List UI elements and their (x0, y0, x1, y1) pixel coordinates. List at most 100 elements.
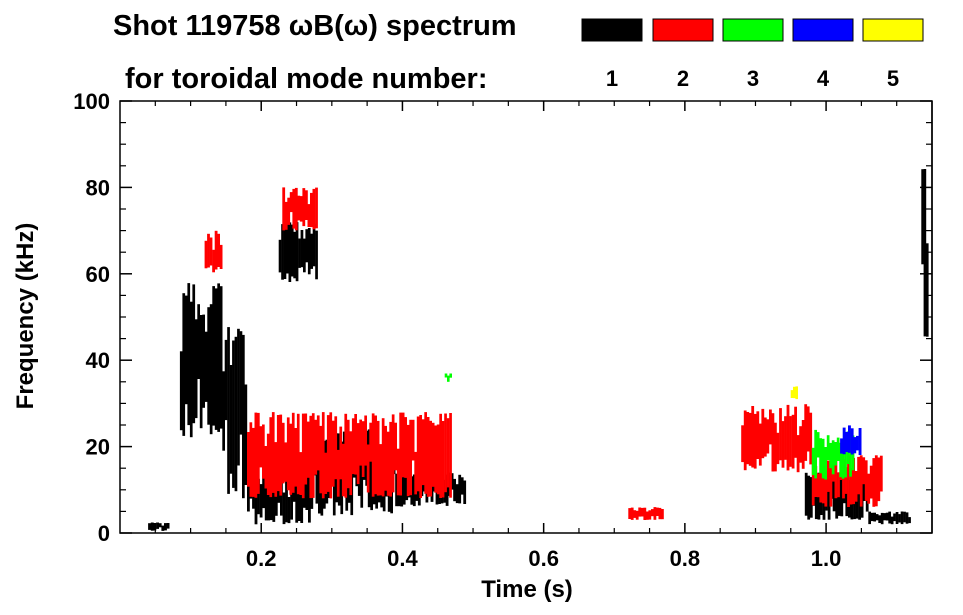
x-axis-label: Time (s) (481, 576, 573, 603)
mode-1-mark (254, 485, 258, 525)
mode-1-mark (312, 223, 316, 267)
mode-1-mark (288, 222, 292, 282)
mode-1-mark (267, 473, 271, 521)
y-tick-label: 80 (86, 175, 110, 200)
mode-2-mark (816, 473, 820, 498)
mode-1-mark (450, 473, 454, 490)
mode-1-mark (875, 514, 879, 521)
mode-2-mark (441, 421, 445, 498)
mode-1-mark (274, 478, 278, 516)
y-tick-label: 100 (73, 89, 110, 114)
mode-1-mark (898, 514, 901, 523)
mode-2-mark (264, 446, 268, 489)
mode-2-region (741, 404, 813, 473)
mode-1-mark (179, 351, 183, 431)
mode-2-mark (349, 431, 353, 496)
mode-1-mark (232, 340, 235, 488)
mode-2-mark (426, 417, 430, 497)
mode-2-mark (864, 460, 868, 501)
mode-2-mark (296, 413, 300, 495)
mode-2-mark (302, 188, 306, 227)
mode-1-mark (870, 512, 874, 522)
chart-title-line1: Shot 119758 ωB(ω) spectrum (113, 10, 517, 42)
mode-2-mark (266, 433, 270, 495)
legend-swatch-mode-3 (722, 18, 784, 42)
mode-1-mark (202, 314, 205, 408)
mode-2-mark (809, 412, 813, 465)
legend-label-mode-2: 2 (677, 66, 689, 91)
mode-2-mark (374, 415, 377, 495)
mode-2-region (282, 187, 318, 231)
mode-2-mark (310, 192, 313, 228)
mode-2-mark (844, 467, 848, 494)
mode-2-mark (756, 411, 760, 459)
mode-1-mark (455, 484, 459, 504)
mode-3-mark (814, 429, 817, 479)
mode-2-mark (329, 412, 333, 499)
mode-2-mark (341, 443, 345, 497)
mode-2-mark (294, 187, 298, 231)
mode-1-mark (247, 481, 250, 512)
mode-2-mark (869, 465, 873, 499)
mode-2-mark (872, 458, 876, 507)
mode-2-mark (299, 452, 303, 495)
mode-3-mark (834, 442, 837, 466)
mode-1-mark (405, 477, 409, 501)
mode-2-mark (321, 412, 325, 499)
mode-1-mark (307, 228, 311, 275)
legend-swatch-mode-5 (862, 18, 924, 42)
mode-2-mark (279, 414, 283, 496)
mode-2-mark (801, 420, 805, 469)
mode-1-mark (905, 512, 909, 524)
mode-3-mark (447, 375, 450, 382)
mode-1-mark (219, 286, 223, 429)
mode-1-mark (259, 484, 263, 518)
mode-1-mark (222, 371, 225, 451)
mode-1-mark (272, 476, 276, 522)
mode-3-mark (449, 373, 452, 378)
legend-swatch-mode-4 (792, 18, 854, 42)
mode-1-mark (315, 230, 318, 280)
mode-2-mark (284, 201, 288, 230)
mode-1-mark (280, 482, 283, 516)
mode-2-mark (449, 413, 452, 498)
mode-1-mark (300, 230, 304, 268)
mode-5-region (790, 386, 798, 400)
mode-2-mark (356, 423, 360, 485)
mode-1-mark (888, 511, 891, 524)
mode-2-mark (409, 419, 412, 496)
mode-1-mark (908, 517, 911, 524)
mode-2-mark (287, 197, 291, 225)
mode-2-mark (366, 444, 370, 493)
mode-2-mark (404, 417, 407, 478)
mode-2-mark (811, 456, 815, 506)
mode-5-mark (793, 386, 796, 399)
mode-1-mark (164, 523, 167, 531)
mode-1-mark (286, 223, 289, 274)
mode-1-mark (182, 293, 186, 436)
mode-2-mark (301, 413, 305, 499)
mode-2-mark (746, 412, 750, 465)
mode-2-region (204, 230, 223, 273)
mode-3-mark (831, 440, 835, 475)
mode-2-mark (421, 419, 425, 486)
mode-3-mark (824, 447, 827, 480)
mode-2-mark (837, 472, 840, 498)
mode-2-mark (361, 421, 365, 477)
mode-1-mark (209, 304, 213, 435)
mode-2-mark (761, 408, 765, 459)
mode-3-mark (811, 447, 815, 476)
mode-4-mark (856, 435, 859, 451)
mode-2-mark (389, 421, 392, 497)
mode-1-mark (278, 239, 282, 273)
mode-1-mark (204, 331, 208, 402)
mode-1-mark (303, 238, 306, 273)
mode-1-mark (207, 307, 210, 425)
mode-1-mark (900, 511, 904, 525)
mode-1-mark (237, 328, 240, 466)
mode-2-mark (753, 413, 757, 469)
mode-3-mark (839, 442, 842, 478)
mode-1-mark (158, 523, 162, 528)
mode-3-region (444, 373, 452, 382)
